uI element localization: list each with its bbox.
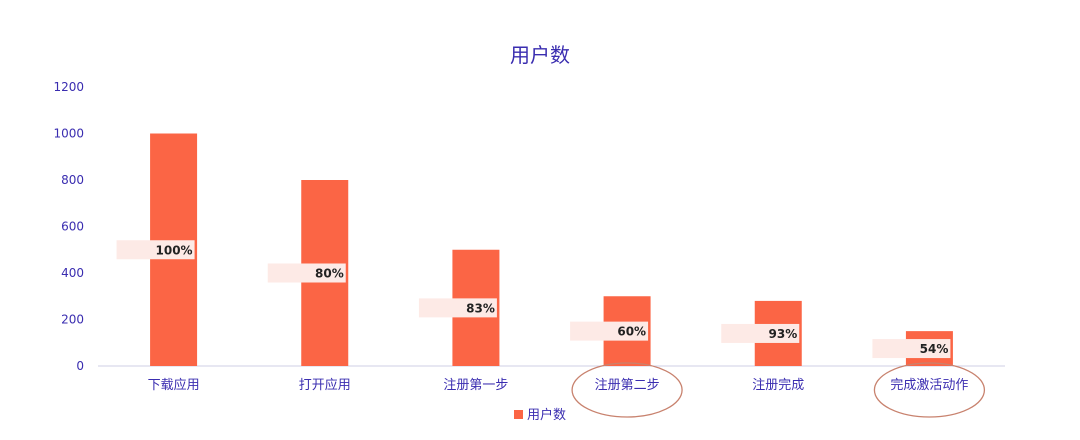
y-tick-label: 600 <box>61 220 84 234</box>
category-label: 注册第二步 <box>595 378 660 393</box>
bars <box>150 133 953 366</box>
chart-title: 用户数 <box>510 43 570 67</box>
y-tick-label: 400 <box>61 266 84 280</box>
y-tick-label: 1000 <box>53 127 84 141</box>
legend-swatch <box>514 410 523 419</box>
data-label: 60% <box>617 325 646 339</box>
data-label-box <box>116 240 195 260</box>
category-label: 注册第一步 <box>443 378 508 393</box>
data-label: 54% <box>920 342 949 356</box>
y-tick-label: 0 <box>76 359 84 373</box>
data-label: 83% <box>466 301 495 315</box>
data-label-box <box>418 298 497 318</box>
category-label: 下载应用 <box>148 377 200 393</box>
highlight-circle <box>873 362 986 418</box>
category-label: 注册完成 <box>752 378 804 393</box>
legend: 用户数 <box>514 407 566 423</box>
data-label-box <box>721 323 800 343</box>
data-label-box <box>267 263 346 283</box>
highlight-circle <box>571 362 683 418</box>
highlight-circles <box>571 362 986 418</box>
data-label: 80% <box>315 267 344 281</box>
data-label: 93% <box>769 327 798 341</box>
data-label-box <box>872 339 951 359</box>
y-tick-label: 800 <box>61 173 84 187</box>
y-tick-label: 200 <box>61 313 84 327</box>
legend-label: 用户数 <box>527 407 566 423</box>
data-labels: 100% 80% 83% 60% 93% 54% <box>116 240 951 359</box>
y-axis-ticks: 0 200 400 600 800 1000 1200 <box>53 80 84 373</box>
category-labels: 下载应用 打开应用 注册第一步 注册第二步 注册完成 完成激活动作 <box>148 377 969 393</box>
data-label: 100% <box>156 243 193 257</box>
category-label: 完成激活动作 <box>890 378 968 393</box>
data-label-box <box>570 321 649 341</box>
y-tick-label: 1200 <box>53 80 84 94</box>
category-label: 打开应用 <box>299 377 351 393</box>
